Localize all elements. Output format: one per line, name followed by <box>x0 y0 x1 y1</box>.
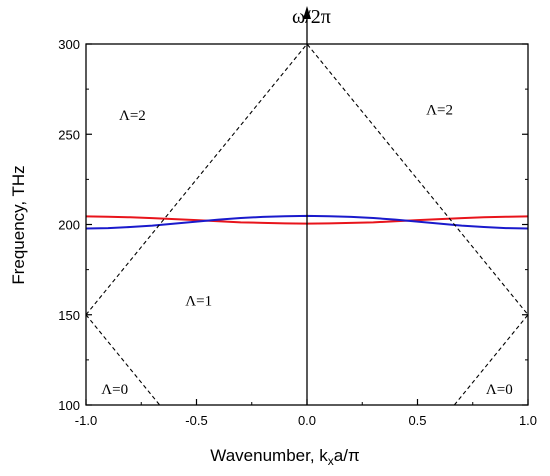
x-axis-title: Wavenumber, kxa/π <box>210 446 359 468</box>
center-axis-arrowhead <box>303 6 311 19</box>
y-tick-label: 100 <box>58 398 80 413</box>
x-axis-title-main: Wavenumber, k <box>210 446 328 465</box>
top-axis-label: ω/2π <box>292 6 331 28</box>
y-tick-label: 300 <box>58 37 80 52</box>
y-tick-label: 250 <box>58 127 80 142</box>
x-tick-label: 0.0 <box>298 413 316 428</box>
y-axis-title: Frequency, THz <box>9 165 28 284</box>
series-5-line <box>453 314 529 406</box>
x-tick-label: 1.0 <box>519 413 537 428</box>
region-label-5: Λ=0 <box>486 382 513 398</box>
x-tick-label: -1.0 <box>75 413 97 428</box>
x-tick-label: -0.5 <box>185 413 207 428</box>
series-4-line <box>85 314 161 406</box>
y-ticks: 100 150 200 250 300 <box>58 37 528 413</box>
region-label-3: Λ=1 <box>185 294 212 310</box>
center-axis <box>303 6 311 405</box>
region-label-4: Λ=0 <box>101 382 128 398</box>
region-label-1: Λ=2 <box>119 108 146 124</box>
x-tick-label: 0.5 <box>408 413 426 428</box>
x-axis-title-subscript: x <box>328 454 334 468</box>
x-axis-title-tail: a/π <box>334 446 360 465</box>
y-tick-label: 200 <box>58 218 80 233</box>
series-3-line <box>85 43 529 316</box>
region-label-2: Λ=2 <box>426 102 453 118</box>
annotations-layer: Λ=2 Λ=2 Λ=1 Λ=0 Λ=0 <box>101 102 512 398</box>
x-ticks: -1.0 -0.5 0.0 0.5 1.0 <box>75 399 537 428</box>
y-tick-label: 150 <box>58 308 80 323</box>
